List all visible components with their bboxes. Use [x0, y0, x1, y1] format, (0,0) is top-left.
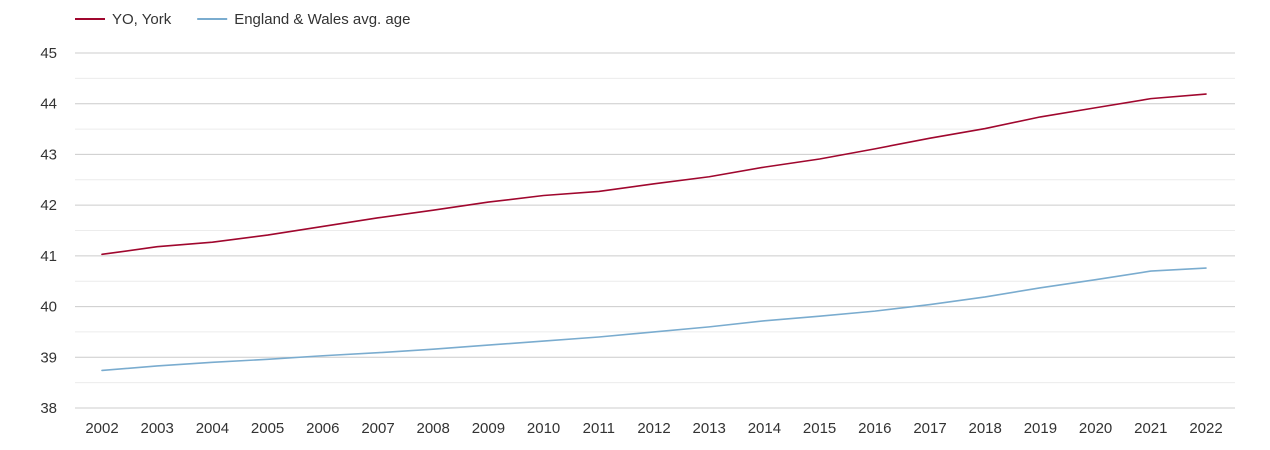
- x-tick-label: 2014: [748, 420, 781, 437]
- x-tick-label: 2009: [472, 420, 505, 437]
- x-tick-label: 2006: [306, 420, 339, 437]
- y-tick-label: 40: [40, 299, 57, 316]
- x-tick-label: 2007: [361, 420, 394, 437]
- x-axis: 2002 2003 2004 2005 2006 2007 2008 2009 2010 2011…: [85, 420, 1222, 437]
- x-tick-label: 2002: [85, 420, 118, 437]
- x-tick-label: 2003: [141, 420, 174, 437]
- y-tick-label: 42: [40, 197, 57, 214]
- x-tick-label: 2008: [417, 420, 450, 437]
- series-line-1: [101, 93, 1207, 256]
- y-tick-label: 43: [40, 146, 57, 163]
- legend-item-2: England & Wales avg. age: [197, 11, 410, 28]
- legend: YO, York England & Wales avg. age: [75, 11, 410, 28]
- y-tick-label: 38: [40, 400, 57, 417]
- x-tick-label: 2020: [1079, 420, 1112, 437]
- x-tick-label: 2022: [1189, 420, 1222, 437]
- x-tick-label: 2005: [251, 420, 284, 437]
- x-tick-label: 2012: [637, 420, 670, 437]
- y-tick-label: 39: [40, 349, 57, 366]
- y-tick-label: 45: [40, 45, 57, 62]
- legend-item-1: YO, York: [75, 11, 172, 28]
- legend-label: England & Wales avg. age: [234, 11, 410, 28]
- x-tick-label: 2017: [913, 420, 946, 437]
- series-line-2: [101, 267, 1207, 372]
- x-tick-label: 2015: [803, 420, 836, 437]
- x-tick-label: 2013: [693, 420, 726, 437]
- y-axis: 38 39 40 41 42 43 44 45: [40, 45, 57, 417]
- y-tick-label: 41: [40, 248, 57, 265]
- y-tick-label: 44: [40, 96, 57, 113]
- x-tick-label: 2004: [196, 420, 229, 437]
- x-tick-label: 2021: [1134, 420, 1167, 437]
- series-lines: [101, 93, 1207, 372]
- grid: [75, 52, 1235, 409]
- legend-label: YO, York: [112, 11, 172, 28]
- x-tick-label: 2019: [1024, 420, 1057, 437]
- x-tick-label: 2016: [858, 420, 891, 437]
- x-tick-label: 2011: [583, 420, 615, 437]
- x-tick-label: 2018: [969, 420, 1002, 437]
- x-tick-label: 2010: [527, 420, 560, 437]
